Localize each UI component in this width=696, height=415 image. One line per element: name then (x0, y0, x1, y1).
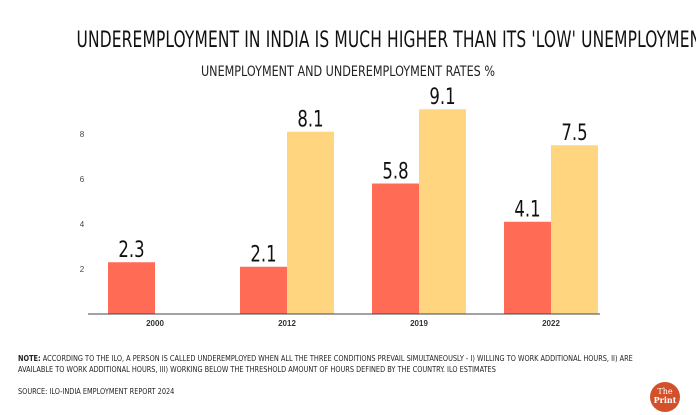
footnote: NOTE: ACCORDING TO THE ILO, A PERSON IS … (18, 353, 658, 375)
bar (108, 262, 155, 314)
data-label: 4.1 (514, 196, 540, 222)
data-label: 5.8 (382, 158, 408, 184)
bar (372, 183, 419, 314)
y-tick-label: 2 (80, 265, 85, 274)
chart-title: UNDEREMPLOYMENT IN INDIA IS MUCH HIGHER … (76, 28, 696, 53)
data-label: 2.3 (118, 237, 144, 263)
source: SOURCE: ILO-INDIA EMPLOYMENT REPORT 2024 (18, 387, 175, 396)
bar (551, 145, 598, 314)
data-label: 8.1 (297, 106, 323, 132)
bar (419, 109, 466, 314)
data-label: 7.5 (561, 120, 587, 146)
bar (504, 221, 551, 314)
x-tick-label: 2012 (278, 319, 296, 328)
x-tick-label: 2022 (542, 319, 560, 328)
y-tick-label: 4 (80, 220, 85, 229)
data-label: 9.1 (429, 84, 455, 110)
theprint-logo: The Print (650, 382, 680, 412)
note-text: ACCORDING TO THE ILO, A PERSON IS CALLED… (18, 354, 633, 374)
note-label: NOTE: (18, 354, 41, 363)
x-tick-label: 2019 (410, 319, 428, 328)
y-tick-label: 8 (80, 130, 85, 139)
bar (240, 266, 287, 314)
x-tick-label: 2000 (146, 319, 164, 328)
bar (287, 131, 334, 314)
y-tick-label: 6 (80, 175, 85, 184)
data-label: 2.1 (250, 241, 276, 267)
chart-subtitle: UNEMPLOYMENT AND UNDEREMPLOYMENT RATES % (200, 64, 496, 80)
